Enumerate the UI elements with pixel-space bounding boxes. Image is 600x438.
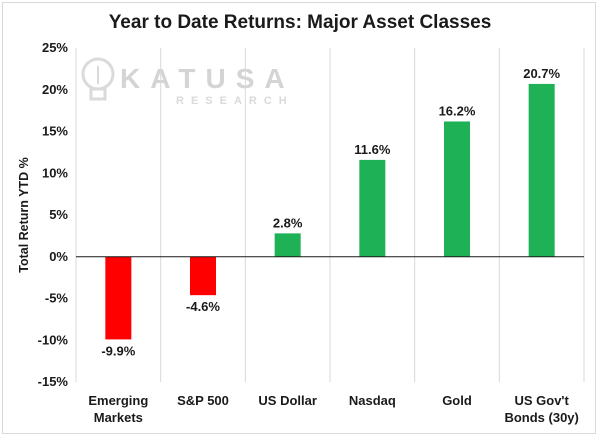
y-tick-label: -15%	[38, 374, 69, 389]
category-label: Emerging Markets	[88, 393, 148, 425]
watermark-brand: KATUSA	[120, 63, 295, 94]
bar	[359, 159, 386, 257]
category-label: Gold	[442, 393, 472, 408]
data-label: 11.6%	[354, 142, 391, 157]
y-axis-label: Total Return YTD %	[17, 157, 31, 273]
y-tick-label: 10%	[42, 165, 68, 180]
chart-frame	[2, 2, 596, 434]
x-axis-categories: Emerging Markets S&P 500 US Dollar Nasdaq Gol…	[88, 393, 579, 425]
data-label: -4.6%	[186, 299, 220, 314]
category-label: Nasdaq	[349, 393, 396, 408]
y-tick-label: -5%	[45, 291, 69, 306]
category-gridlines	[75, 48, 585, 382]
y-tick-label: -10%	[38, 332, 69, 347]
data-label: 16.2%	[439, 103, 476, 118]
category-label-line: Gold	[442, 393, 472, 408]
bar	[444, 121, 470, 257]
bar	[105, 256, 132, 340]
category-label: US Dollar	[258, 393, 317, 408]
data-label: 2.8%	[273, 215, 303, 230]
category-label-line: Markets	[94, 410, 143, 425]
y-tick-label: 15%	[42, 124, 68, 139]
bar	[190, 256, 216, 296]
watermark: KATUSA RESEARCH	[81, 57, 295, 107]
lightbulb-icon	[81, 57, 115, 101]
watermark-sub: RESEARCH	[176, 95, 294, 107]
bar	[274, 233, 301, 257]
category-label-line: Bonds (30y)	[504, 410, 578, 425]
bar	[528, 83, 555, 257]
data-labels: -9.9% -4.6% 2.8% 11.6% 16.2% 20.7%	[101, 66, 560, 359]
category-label: US Gov't Bonds (30y)	[504, 393, 578, 425]
category-label: S&P 500	[177, 393, 229, 408]
y-tick-label: 5%	[49, 207, 68, 222]
category-label-line: US Dollar	[258, 393, 317, 408]
data-label: 20.7%	[523, 66, 560, 81]
bars	[105, 83, 555, 340]
data-label: -9.9%	[101, 343, 135, 358]
y-tick-label: 25%	[42, 40, 68, 55]
y-axis-ticks: 25% 20% 15% 10% 5% 0% -5% -10% -15%	[38, 40, 69, 389]
y-tick-label: 0%	[49, 249, 68, 264]
category-label-line: S&P 500	[177, 393, 229, 408]
category-label-line: US Gov't	[514, 393, 569, 408]
category-label-line: Nasdaq	[349, 393, 396, 408]
y-tick-label: 20%	[42, 82, 68, 97]
chart-title: Year to Date Returns: Major Asset Classe…	[109, 12, 492, 33]
category-label-line: Emerging	[88, 393, 148, 408]
